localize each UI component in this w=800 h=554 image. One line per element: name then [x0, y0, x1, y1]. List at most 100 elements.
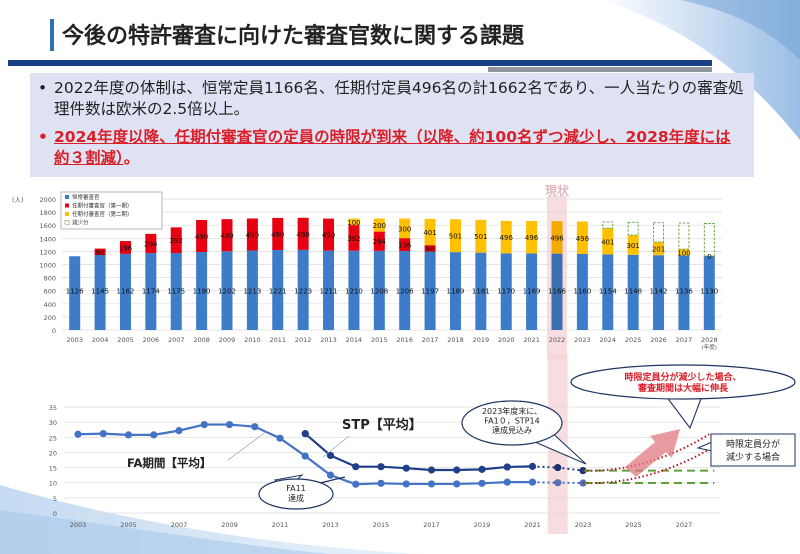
bar-regular — [119, 253, 131, 330]
bar-regular — [348, 250, 360, 330]
bullet-marker: • — [38, 128, 48, 146]
bar-second-term — [627, 235, 639, 255]
x-tick-label: 2018 — [447, 336, 464, 344]
fa-data-point — [150, 431, 158, 439]
y-tick-label: 20 — [49, 449, 57, 457]
fa-data-point — [326, 471, 335, 479]
bar-second-term — [449, 219, 461, 253]
x-tick-label: 2026 — [650, 336, 667, 344]
bar-regular — [653, 255, 665, 330]
y-tick-label: 2000 — [39, 196, 56, 204]
bar-second-term — [475, 219, 487, 253]
y-tick-label: 200 — [44, 314, 56, 322]
bar-label-second-term: 201 — [652, 246, 665, 254]
increase-arrow-icon — [625, 429, 680, 477]
x-tick-label: 2014 — [346, 336, 363, 344]
scenario-box-pointer — [696, 441, 713, 452]
bar-label-first-term: 294 — [144, 240, 158, 248]
x-tick-label: 2009 — [221, 521, 238, 529]
bullet-future-reduction: • 2024年度以降、任期付審査官の定員の時限が到来（以降、約100名ずつ減少し、… — [38, 127, 744, 169]
x-tick-label: 2005 — [120, 521, 137, 529]
x-tick-label: 2012 — [295, 336, 312, 344]
bar-label-second-term: 496 — [500, 234, 514, 242]
bar-second-term — [348, 218, 360, 226]
target-callout-text: 2023年度末に、 — [482, 406, 542, 416]
y-tick-label: 600 — [44, 288, 56, 296]
fa-data-point — [377, 479, 385, 487]
target-callout — [461, 400, 563, 446]
scenario-box-text: 減少する場合 — [726, 451, 780, 463]
bar-regular — [551, 253, 563, 330]
x-tick-label: 2013 — [322, 521, 339, 529]
bar-label-regular: 1213 — [243, 288, 261, 296]
fa-data-point — [503, 478, 511, 486]
bar-label-second-term: 496 — [550, 234, 564, 242]
legend-label: 任期付審査官（第二期） — [72, 210, 133, 218]
bar-label-regular: 1181 — [472, 288, 490, 296]
bar-label-regular: 1126 — [66, 288, 84, 296]
fa-data-point — [478, 479, 486, 487]
legend-swatch — [65, 203, 69, 208]
bullet-current-staffing: • 2022年度の体制は、恒常定員1166名、任期付定員496名の計1662名であ… — [38, 78, 744, 120]
bar-reduction — [703, 223, 715, 257]
bar-label-second-term: 100 — [677, 249, 690, 257]
stp-data-point — [453, 466, 461, 474]
warning-callout — [570, 364, 796, 400]
y-tick-label: 400 — [44, 301, 56, 309]
y-tick-label: 5 — [53, 495, 57, 503]
bar-label-regular: 1210 — [345, 288, 363, 296]
fa11-callout — [258, 478, 334, 510]
bar-regular — [196, 252, 208, 330]
bar-label-first-term: 196 — [398, 242, 412, 250]
x-tick-label: 2019 — [473, 336, 490, 344]
stp-label-leader — [322, 435, 350, 458]
fa-label-leader — [227, 430, 268, 461]
bar-label-second-term: 0 — [707, 253, 711, 261]
bar-regular — [69, 256, 81, 330]
bar-label-first-term: 490 — [220, 232, 233, 240]
bar-regular — [475, 252, 487, 330]
x-tick-label: 2025 — [625, 521, 642, 529]
x-tick-label: 2020 — [498, 336, 515, 344]
fa11-callout-text: 達成 — [288, 493, 304, 503]
bar-first-term — [145, 233, 157, 254]
stp-rise-projection — [582, 433, 710, 472]
bar-first-term — [94, 248, 106, 256]
bar-label-first-term: 392 — [347, 235, 360, 243]
bar-regular — [424, 251, 436, 330]
x-tick-label: 2011 — [269, 336, 286, 344]
bar-first-term — [373, 231, 385, 251]
stp-forecast-point — [554, 463, 562, 472]
x-tick-label: 2028 — [701, 336, 718, 344]
title-accent-bar — [50, 19, 54, 51]
fa-data-point — [251, 423, 259, 431]
bar-label-regular: 1130 — [700, 288, 718, 296]
stp-data-point — [402, 464, 410, 472]
fa-data-point — [99, 430, 107, 438]
fa-data-point — [453, 480, 461, 488]
bar-regular — [576, 254, 588, 330]
fa-data-point — [301, 452, 309, 460]
bar-label-first-term: 490 — [246, 232, 259, 240]
legend-label: 恒常審査官 — [72, 193, 100, 201]
bar-first-term — [221, 219, 233, 252]
bar-regular — [272, 250, 284, 330]
bar-regular — [627, 254, 639, 330]
x-tick-label: 2023 — [574, 336, 591, 344]
fa-data-point — [74, 430, 82, 438]
y-tick-label: 15 — [49, 465, 57, 473]
bar-first-term — [170, 227, 182, 254]
bar-second-term — [526, 220, 538, 254]
bar-label-second-term: 401 — [423, 229, 436, 237]
x-tick-label: 2003 — [70, 521, 87, 529]
bar-label-regular: 1223 — [294, 288, 312, 296]
bar-label-first-term: 392 — [170, 237, 183, 245]
target-callout-text: FA1０，STP14 — [484, 417, 539, 426]
y-tick-label: 1600 — [39, 222, 56, 230]
bar-regular — [449, 252, 461, 330]
x-tick-label: 2013 — [320, 336, 337, 344]
bar-label-regular: 1154 — [599, 288, 617, 296]
title-underline-secondary — [488, 67, 712, 72]
bar-label-regular: 1208 — [370, 288, 388, 296]
